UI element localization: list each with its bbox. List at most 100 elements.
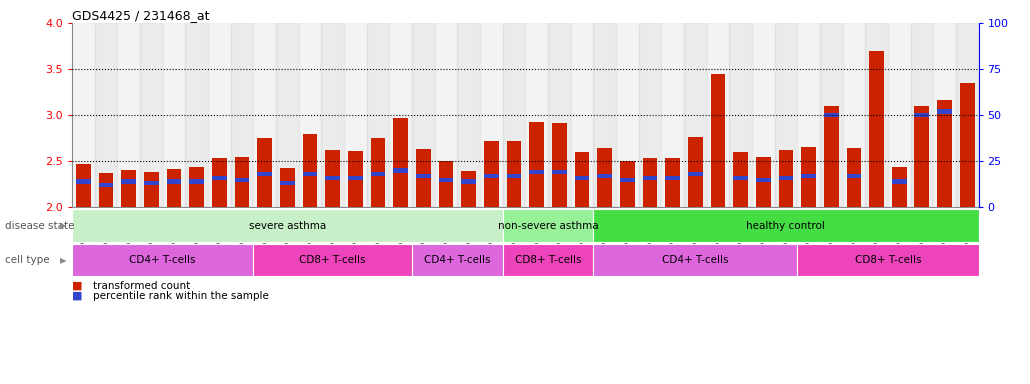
Bar xyxy=(847,174,861,178)
Bar xyxy=(960,83,974,207)
Bar xyxy=(299,23,321,207)
Bar xyxy=(321,23,344,207)
Bar xyxy=(99,173,113,207)
Bar xyxy=(684,23,707,207)
Bar xyxy=(616,23,639,207)
Text: non-severe asthma: non-severe asthma xyxy=(497,220,598,231)
Bar xyxy=(552,170,566,174)
Bar xyxy=(620,161,634,207)
Bar xyxy=(756,157,770,207)
Bar xyxy=(888,23,911,207)
Bar xyxy=(933,23,956,207)
Text: ▶: ▶ xyxy=(60,256,66,265)
Bar xyxy=(303,172,317,176)
Bar xyxy=(212,176,227,180)
Bar xyxy=(892,167,906,207)
Bar xyxy=(280,181,295,185)
Bar xyxy=(575,176,589,180)
Bar xyxy=(639,23,661,207)
Bar xyxy=(824,106,838,207)
Bar xyxy=(303,134,317,207)
Bar xyxy=(820,23,843,207)
Bar xyxy=(416,149,431,207)
Bar xyxy=(167,169,181,207)
Bar xyxy=(729,23,752,207)
Bar xyxy=(525,23,548,207)
Bar xyxy=(190,179,204,184)
Text: ■: ■ xyxy=(72,281,82,291)
Bar xyxy=(190,167,204,207)
Bar xyxy=(801,174,816,178)
Text: CD8+ T-cells: CD8+ T-cells xyxy=(515,255,581,265)
Bar xyxy=(276,23,299,207)
Bar xyxy=(548,23,571,207)
Bar xyxy=(144,181,159,185)
Bar xyxy=(163,23,185,207)
Bar xyxy=(72,23,95,207)
Bar xyxy=(529,122,544,207)
Text: CD4+ T-cells: CD4+ T-cells xyxy=(424,255,490,265)
Text: healthy control: healthy control xyxy=(747,220,825,231)
Bar xyxy=(503,23,525,207)
Bar xyxy=(865,23,888,207)
Bar xyxy=(711,74,725,207)
Text: disease state: disease state xyxy=(5,220,74,231)
Bar xyxy=(348,151,363,207)
Bar xyxy=(167,179,181,184)
Text: percentile rank within the sample: percentile rank within the sample xyxy=(93,291,269,301)
Bar xyxy=(461,171,476,207)
Bar xyxy=(371,172,385,176)
Bar xyxy=(937,109,952,114)
Bar xyxy=(915,113,929,117)
Bar xyxy=(643,157,657,207)
Bar xyxy=(348,176,363,180)
Bar xyxy=(597,174,612,178)
Bar xyxy=(869,51,884,207)
Bar xyxy=(484,174,499,178)
Bar xyxy=(258,138,272,207)
Bar xyxy=(140,23,163,207)
Bar xyxy=(144,172,159,207)
Bar xyxy=(801,147,816,207)
Bar xyxy=(552,124,566,207)
Bar xyxy=(843,23,865,207)
Bar xyxy=(325,150,340,207)
Bar xyxy=(235,157,249,207)
Text: cell type: cell type xyxy=(5,255,49,265)
Bar xyxy=(122,179,136,184)
Bar xyxy=(797,23,820,207)
Bar xyxy=(95,23,117,207)
Bar xyxy=(480,23,503,207)
Bar xyxy=(661,23,684,207)
Bar xyxy=(571,23,593,207)
Bar xyxy=(412,23,435,207)
Bar xyxy=(707,23,729,207)
Bar xyxy=(956,23,978,207)
Bar xyxy=(620,178,634,182)
Bar xyxy=(752,23,775,207)
Text: CD8+ T-cells: CD8+ T-cells xyxy=(300,255,366,265)
Bar xyxy=(733,152,748,207)
Bar xyxy=(892,179,906,184)
Bar xyxy=(212,157,227,207)
Bar xyxy=(665,176,680,180)
Bar xyxy=(76,164,91,207)
Text: ■: ■ xyxy=(72,291,82,301)
Bar xyxy=(435,23,457,207)
Bar xyxy=(457,23,480,207)
Bar xyxy=(231,23,253,207)
Bar xyxy=(367,23,389,207)
Bar xyxy=(756,178,770,182)
Bar xyxy=(779,176,793,180)
Bar xyxy=(775,23,797,207)
Bar xyxy=(122,170,136,207)
Bar xyxy=(280,168,295,207)
Text: ▶: ▶ xyxy=(60,221,66,230)
Text: CD4+ T-cells: CD4+ T-cells xyxy=(662,255,728,265)
Bar xyxy=(575,152,589,207)
Bar xyxy=(484,141,499,207)
Bar xyxy=(439,161,453,207)
Bar xyxy=(733,176,748,180)
Text: severe asthma: severe asthma xyxy=(249,220,325,231)
Bar xyxy=(461,179,476,184)
